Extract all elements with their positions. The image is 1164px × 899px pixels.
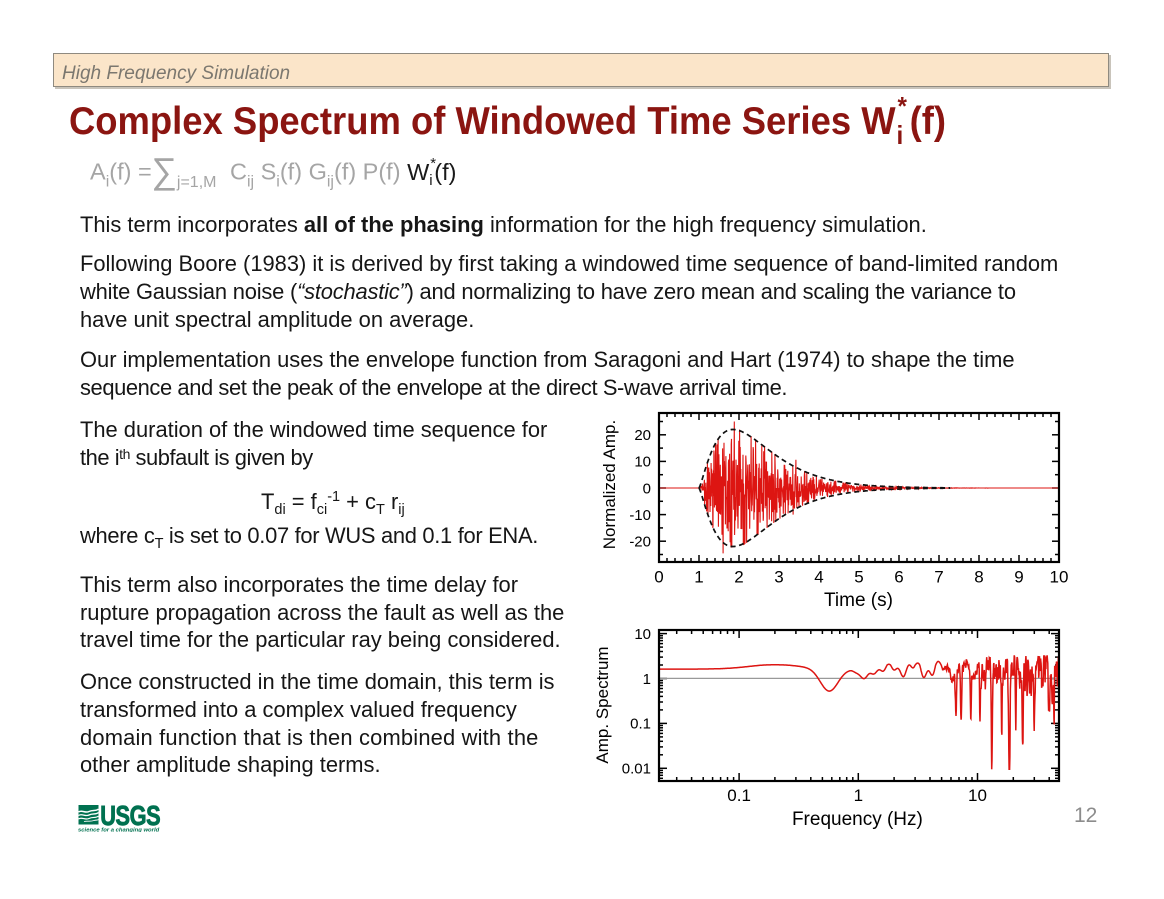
svg-text:7: 7 (934, 568, 943, 587)
svg-text:0.1: 0.1 (630, 716, 651, 733)
svg-text:science for a changing world: science for a changing world (78, 827, 160, 832)
svg-text:8: 8 (974, 568, 983, 587)
svg-text:USGS: USGS (100, 804, 160, 832)
svg-text:10: 10 (634, 626, 651, 643)
svg-text:10: 10 (968, 786, 987, 805)
svg-text:10: 10 (1050, 568, 1069, 587)
svg-text:1: 1 (643, 671, 651, 688)
svg-text:Frequency (Hz): Frequency (Hz) (792, 809, 923, 830)
svg-text:0.01: 0.01 (622, 761, 651, 778)
svg-text:9: 9 (1014, 568, 1023, 587)
svg-text:0: 0 (643, 480, 651, 497)
svg-text:0: 0 (654, 568, 663, 587)
svg-text:20: 20 (634, 427, 651, 444)
svg-text:5: 5 (854, 568, 863, 587)
svg-text:-10: -10 (629, 507, 651, 524)
svg-text:4: 4 (814, 568, 823, 587)
svg-text:10: 10 (634, 454, 651, 471)
svg-text:-20: -20 (629, 534, 651, 551)
svg-text:Normalized Amp.: Normalized Amp. (600, 420, 619, 549)
svg-text:Time (s): Time (s) (824, 590, 893, 611)
svg-text:0.1: 0.1 (727, 786, 751, 805)
svg-text:3: 3 (774, 568, 783, 587)
svg-text:1: 1 (694, 568, 703, 587)
svg-text:6: 6 (894, 568, 903, 587)
svg-text:Amp. Spectrum: Amp. Spectrum (593, 646, 612, 763)
svg-text:1: 1 (854, 786, 863, 805)
svg-text:2: 2 (734, 568, 743, 587)
